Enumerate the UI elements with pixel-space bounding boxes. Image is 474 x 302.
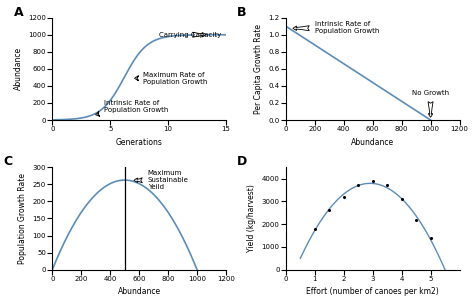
Text: Intrinsic Rate of
Population Growth: Intrinsic Rate of Population Growth xyxy=(96,100,169,117)
Text: Maximum Rate of
Population Growth: Maximum Rate of Population Growth xyxy=(135,72,207,85)
X-axis label: Generations: Generations xyxy=(116,138,163,147)
Point xyxy=(340,194,347,199)
Point xyxy=(427,235,434,240)
X-axis label: Abundance: Abundance xyxy=(118,288,161,297)
Y-axis label: Per Capita Growth Rate: Per Capita Growth Rate xyxy=(254,24,263,114)
Point xyxy=(369,178,376,183)
Text: Carrying Capacity: Carrying Capacity xyxy=(159,32,221,38)
Y-axis label: Abundance: Abundance xyxy=(13,47,22,90)
Point xyxy=(398,197,405,201)
Point xyxy=(412,217,420,222)
X-axis label: Abundance: Abundance xyxy=(351,138,394,147)
Point xyxy=(326,208,333,213)
Point xyxy=(311,226,319,231)
Text: D: D xyxy=(237,155,247,168)
Y-axis label: Population Growth Rate: Population Growth Rate xyxy=(18,173,27,264)
Point xyxy=(355,183,362,188)
Y-axis label: Yield (kg/harvest): Yield (kg/harvest) xyxy=(247,185,256,252)
Text: C: C xyxy=(4,155,13,168)
X-axis label: Effort (number of canoes per km2): Effort (number of canoes per km2) xyxy=(306,288,439,297)
Text: Maximum
Sustainable
Yeild: Maximum Sustainable Yeild xyxy=(134,170,189,190)
Point xyxy=(383,183,391,188)
Text: A: A xyxy=(14,6,24,19)
Text: B: B xyxy=(237,6,246,19)
Text: Intrinsic Rate of
Population Growth: Intrinsic Rate of Population Growth xyxy=(293,21,379,34)
Text: No Growth: No Growth xyxy=(412,90,449,117)
